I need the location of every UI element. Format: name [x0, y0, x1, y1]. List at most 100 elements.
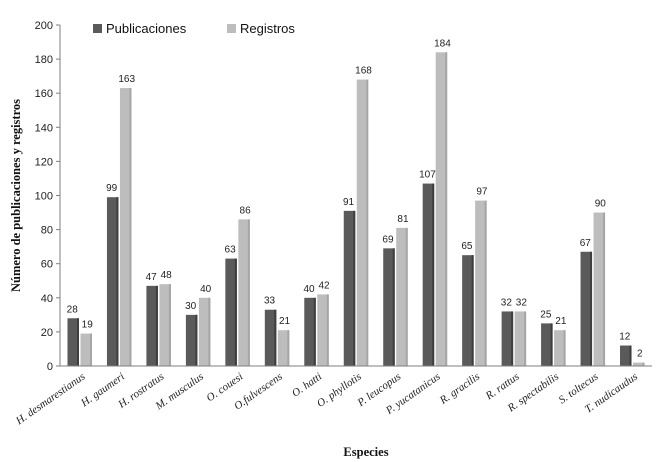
x-axis-title: Especies	[343, 445, 388, 459]
y-tick-label: 20	[41, 327, 53, 339]
bar-shade-publicaciones-9	[432, 183, 435, 366]
data-label-registros-6: 42	[318, 280, 330, 291]
bar-shade-publicaciones-11	[511, 311, 514, 366]
data-label-publicaciones-10: 65	[461, 241, 473, 252]
legend-label-publicaciones: Publicaciones	[106, 21, 187, 36]
bar-shade-registros-6	[326, 294, 329, 366]
data-label-registros-12: 21	[555, 316, 567, 327]
x-tick-label: O. phyllotis	[315, 371, 364, 410]
data-label-publicaciones-5: 33	[264, 296, 276, 307]
bar-registros-5	[277, 330, 290, 366]
bar-shade-publicaciones-2	[155, 285, 158, 366]
data-label-registros-14: 2	[637, 349, 643, 360]
data-label-publicaciones-6: 40	[303, 284, 315, 295]
bar-registros-3	[198, 297, 211, 366]
bar-shade-registros-12	[563, 330, 566, 366]
bar-publicaciones-10	[462, 255, 474, 366]
bar-publicaciones-3	[185, 314, 198, 366]
data-label-publicaciones-8: 69	[382, 234, 394, 245]
bar-registros-6	[317, 294, 329, 366]
bar-registros-14	[633, 362, 645, 366]
data-label-publicaciones-7: 91	[343, 197, 355, 208]
bar-shade-publicaciones-3	[195, 314, 198, 366]
data-label-registros-10: 97	[476, 187, 488, 198]
bar-publicaciones-0	[67, 318, 79, 366]
bar-registros-13	[593, 212, 606, 366]
bar-shade-registros-1	[129, 88, 132, 367]
bar-shade-publicaciones-8	[392, 248, 395, 366]
bar-publicaciones-8	[383, 248, 395, 366]
y-tick-label: 0	[47, 361, 53, 373]
bar-publicaciones-14	[620, 345, 632, 366]
bar-registros-11	[514, 311, 527, 366]
bar-publicaciones-12	[541, 323, 553, 366]
bar-shade-publicaciones-0	[76, 318, 79, 366]
y-axis: 0 20 40 60 80 100 120 140 160 180 200	[35, 20, 61, 373]
x-tick-label: R. gracilis	[437, 371, 482, 408]
bar-registros-4	[238, 219, 250, 366]
bar-shade-registros-3	[208, 297, 211, 366]
bar-shade-registros-5	[287, 330, 290, 366]
x-tick-label: H. desmarestianus	[13, 371, 87, 428]
bar-shade-registros-2	[168, 284, 171, 366]
bar-registros-8	[396, 227, 408, 366]
bar-shade-publicaciones-7	[353, 210, 356, 366]
bar-publicaciones-7	[343, 210, 356, 366]
bar-shade-publicaciones-13	[590, 251, 593, 366]
bars	[67, 52, 645, 367]
bar-shade-registros-13	[603, 212, 606, 366]
data-label-registros-9: 184	[434, 38, 451, 49]
y-tick-label: 120	[35, 156, 53, 168]
legend-label-registros: Registros	[240, 21, 295, 36]
bar-shade-registros-7	[366, 79, 369, 366]
bar-publicaciones-6	[304, 297, 316, 366]
bar-registros-0	[80, 333, 92, 366]
data-label-registros-2: 48	[161, 270, 173, 281]
bar-publicaciones-1	[106, 197, 119, 366]
y-tick-label: 60	[41, 259, 53, 271]
bar-publicaciones-9	[422, 183, 435, 366]
bar-registros-2	[159, 284, 171, 366]
bar-registros-9	[435, 52, 448, 366]
legend: Publicaciones Registros	[93, 21, 295, 36]
legend-swatch-publicaciones	[93, 24, 102, 33]
bar-publicaciones-2	[146, 285, 158, 366]
y-tick-label: 80	[41, 225, 53, 237]
y-axis-title: Número de publicaciones y registros	[9, 99, 23, 292]
data-label-publicaciones-3: 30	[185, 301, 197, 312]
bar-shade-publicaciones-6	[313, 297, 316, 366]
bar-shade-registros-4	[247, 219, 250, 366]
y-tick-label: 140	[35, 122, 53, 134]
data-label-publicaciones-0: 28	[67, 304, 79, 315]
data-label-publicaciones-2: 47	[146, 272, 158, 283]
bar-shade-registros-0	[89, 333, 92, 366]
bar-shade-registros-14	[642, 362, 645, 366]
legend-swatch-registros	[227, 24, 236, 33]
bar-shade-registros-9	[445, 52, 448, 366]
data-label-registros-1: 163	[118, 74, 135, 85]
bar-shade-registros-8	[405, 227, 408, 366]
data-label-registros-0: 19	[82, 320, 94, 331]
data-label-registros-5: 21	[279, 316, 291, 327]
data-label-publicaciones-1: 99	[106, 183, 118, 194]
data-label-publicaciones-11: 32	[501, 297, 513, 308]
y-tick-label: 40	[41, 293, 53, 305]
bar-registros-10	[475, 200, 487, 366]
data-label-publicaciones-9: 107	[419, 170, 436, 181]
bar-shade-publicaciones-10	[471, 255, 474, 366]
bar-shade-registros-11	[524, 311, 527, 366]
data-label-registros-11: 32	[516, 297, 528, 308]
bar-publicaciones-4	[225, 258, 237, 366]
bar-shade-publicaciones-5	[274, 309, 277, 366]
y-tick-label: 100	[35, 191, 53, 203]
bar-registros-12	[554, 330, 566, 366]
bar-publicaciones-11	[501, 311, 514, 366]
bar-shade-registros-10	[484, 200, 487, 366]
data-label-registros-3: 40	[200, 284, 212, 295]
y-tick-label: 180	[35, 54, 53, 66]
bar-publicaciones-13	[580, 251, 593, 366]
bar-shade-publicaciones-4	[234, 258, 237, 366]
x-tick-label: O. hatti	[290, 371, 324, 400]
